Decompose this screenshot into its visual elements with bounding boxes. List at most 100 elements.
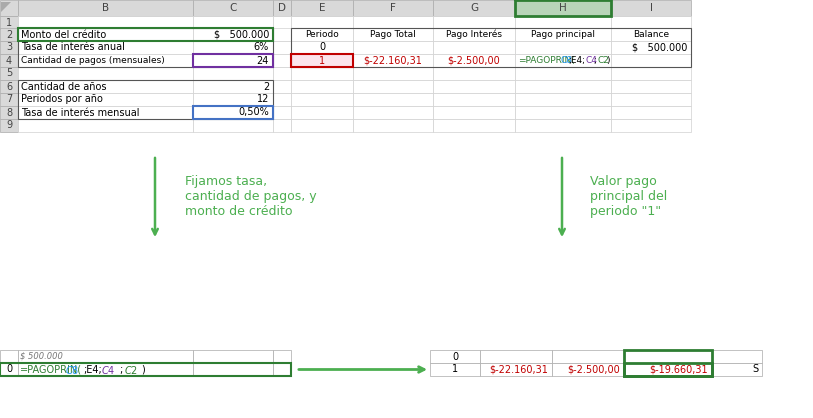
Text: 0: 0 — [452, 352, 458, 362]
Text: ): ) — [141, 364, 146, 375]
Bar — [0, 28, 18, 41]
Text: Pago Interés: Pago Interés — [446, 30, 502, 39]
Bar — [0, 41, 18, 54]
Bar — [552, 350, 624, 363]
Text: 24: 24 — [257, 56, 269, 66]
Bar — [480, 350, 552, 363]
Bar — [291, 119, 353, 132]
Bar — [18, 0, 193, 16]
Bar — [291, 28, 691, 67]
Text: C8: C8 — [560, 56, 572, 65]
Bar — [611, 93, 691, 106]
Bar — [0, 0, 18, 16]
Text: 6%: 6% — [254, 43, 269, 53]
Text: Balance: Balance — [633, 30, 669, 39]
Text: C: C — [229, 3, 237, 13]
Bar — [624, 350, 712, 376]
Bar — [291, 67, 353, 80]
Bar — [611, 67, 691, 80]
Bar — [0, 16, 18, 29]
Bar — [0, 80, 18, 93]
Text: $C$4: $C$4 — [101, 364, 115, 375]
Bar — [611, 106, 691, 119]
Bar — [433, 16, 515, 29]
Text: 3: 3 — [6, 43, 12, 53]
Bar — [273, 363, 291, 376]
Bar — [433, 41, 515, 54]
Text: 5: 5 — [6, 69, 12, 79]
Bar — [193, 119, 273, 132]
Bar — [515, 93, 611, 106]
Bar — [18, 80, 193, 93]
Bar — [0, 67, 18, 80]
Bar — [0, 350, 18, 363]
Text: I: I — [650, 3, 653, 13]
Text: Pago principal: Pago principal — [531, 30, 595, 39]
Text: Cantidad de años: Cantidad de años — [21, 82, 107, 92]
Text: 2: 2 — [263, 82, 269, 92]
Text: D: D — [278, 3, 286, 13]
Bar — [433, 93, 515, 106]
Bar — [0, 363, 291, 376]
Text: Monto del crédito: Monto del crédito — [21, 30, 107, 39]
Bar — [611, 54, 691, 67]
Text: F: F — [390, 3, 396, 13]
Text: Periodo: Periodo — [305, 30, 339, 39]
Bar — [515, 0, 611, 16]
Text: H: H — [559, 3, 567, 13]
Bar — [291, 0, 353, 16]
Text: C4: C4 — [585, 56, 597, 65]
Text: 0,50%: 0,50% — [238, 107, 269, 117]
Bar — [433, 119, 515, 132]
Text: 7: 7 — [6, 94, 12, 104]
Bar — [193, 54, 273, 67]
Text: $C$8: $C$8 — [65, 364, 80, 375]
Text: ;: ; — [119, 364, 122, 375]
Text: 9: 9 — [6, 120, 12, 130]
Bar — [433, 28, 515, 41]
Bar — [193, 28, 273, 41]
Bar — [18, 93, 193, 106]
Bar — [611, 41, 691, 54]
Bar — [624, 363, 712, 376]
Bar — [273, 54, 291, 67]
Bar — [624, 363, 712, 376]
Bar — [353, 119, 433, 132]
Text: $-2.500,00: $-2.500,00 — [448, 56, 500, 66]
Bar — [273, 350, 291, 363]
Bar — [193, 16, 273, 29]
Text: 6: 6 — [6, 82, 12, 92]
Text: 2: 2 — [6, 30, 12, 39]
Bar — [624, 350, 712, 363]
Bar — [353, 0, 433, 16]
Bar — [273, 28, 291, 41]
Bar — [515, 16, 611, 29]
Text: 0: 0 — [6, 364, 12, 375]
Text: $-2.500,00: $-2.500,00 — [567, 364, 620, 375]
Bar — [433, 80, 515, 93]
Bar — [193, 0, 273, 16]
Bar — [552, 363, 624, 376]
Bar — [353, 16, 433, 29]
Text: Valor pago
principal del
periodo "1": Valor pago principal del periodo "1" — [590, 175, 667, 218]
Bar — [18, 106, 193, 119]
Bar — [353, 106, 433, 119]
Bar — [611, 0, 691, 16]
Bar — [273, 41, 291, 54]
Text: $-22.160,31: $-22.160,31 — [363, 56, 423, 66]
Text: 1: 1 — [319, 56, 325, 66]
Bar — [0, 119, 18, 132]
Text: ): ) — [606, 56, 610, 65]
Bar — [18, 41, 193, 54]
Bar — [291, 80, 353, 93]
Bar — [291, 54, 353, 67]
Bar — [193, 67, 273, 80]
Bar — [353, 28, 433, 41]
Text: ;E4;: ;E4; — [83, 364, 102, 375]
Bar — [611, 80, 691, 93]
Bar — [433, 106, 515, 119]
Bar — [193, 363, 273, 376]
Text: 12: 12 — [257, 94, 269, 104]
Text: B: B — [102, 3, 109, 13]
Bar — [273, 106, 291, 119]
